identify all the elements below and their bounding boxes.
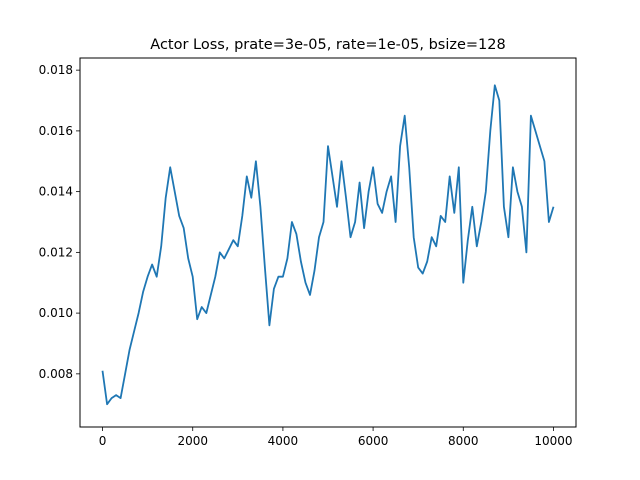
series-line	[101, 84, 555, 406]
x-axis: 0 2000 4000 6000 8000 10000	[99, 427, 573, 448]
axes-frame	[79, 57, 577, 428]
y-axis: 0.008 0.010 0.012 0.014 0.016 0.018	[39, 63, 80, 381]
plot-area	[101, 84, 555, 406]
chart-title: Actor Loss, prate=3e-05, rate=1e-05, bsi…	[150, 37, 505, 53]
x-tick-label: 4000	[268, 434, 299, 448]
x-tick-label: 2000	[177, 434, 208, 448]
y-tick-label: 0.014	[39, 185, 73, 199]
y-tick-label: 0.010	[39, 306, 73, 320]
x-tick-label: 10000	[534, 434, 572, 448]
x-tick-label: 6000	[358, 434, 389, 448]
y-tick-label: 0.018	[39, 63, 73, 77]
x-tick-label: 0	[99, 434, 107, 448]
y-tick-label: 0.008	[39, 367, 73, 381]
y-tick-label: 0.012	[39, 245, 73, 259]
y-tick-label: 0.016	[39, 124, 73, 138]
x-tick-label: 8000	[448, 434, 479, 448]
